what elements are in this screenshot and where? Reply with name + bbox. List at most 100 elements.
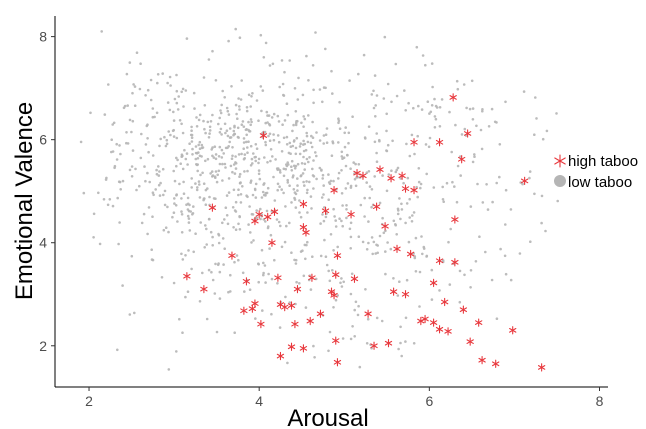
low-taboo-point <box>287 151 291 155</box>
low-taboo-point <box>147 206 151 209</box>
x-tick-label: 6 <box>425 393 433 409</box>
low-taboo-point <box>249 231 252 234</box>
low-taboo-point <box>294 152 298 156</box>
low-taboo-point <box>440 98 444 101</box>
low-taboo-point <box>254 143 258 146</box>
low-taboo-point <box>133 85 137 88</box>
low-taboo-point <box>324 255 328 258</box>
low-taboo-point <box>263 264 267 267</box>
low-taboo-point <box>212 197 216 200</box>
low-taboo-point <box>82 191 86 195</box>
low-taboo-point <box>240 152 243 156</box>
high-taboo-point <box>302 228 310 237</box>
legend-label-low-taboo: low taboo <box>568 174 632 191</box>
low-taboo-point <box>277 220 281 224</box>
low-taboo-point <box>333 215 336 218</box>
low-taboo-point <box>309 195 313 198</box>
low-taboo-point <box>172 211 176 214</box>
low-taboo-point <box>528 170 532 173</box>
low-taboo-point <box>292 164 296 168</box>
low-taboo-point <box>433 115 437 118</box>
low-taboo-point <box>465 106 468 110</box>
low-taboo-point <box>130 165 134 168</box>
low-taboo-point <box>396 212 400 216</box>
low-taboo-point <box>486 208 490 211</box>
low-taboo-point <box>498 175 501 179</box>
low-taboo-point <box>288 141 292 145</box>
low-taboo-point <box>404 340 407 343</box>
low-taboo-point <box>289 145 293 148</box>
low-taboo-point <box>399 325 402 329</box>
legend-dot-icon <box>554 175 566 187</box>
low-taboo-point <box>280 188 284 191</box>
low-taboo-point <box>123 104 127 108</box>
low-taboo-point <box>279 171 282 174</box>
high-taboo-point <box>401 290 410 299</box>
low-taboo-point <box>307 79 310 82</box>
low-taboo-point <box>319 222 322 225</box>
x-tick-label: 4 <box>255 393 263 409</box>
low-taboo-point <box>257 157 261 161</box>
high-taboo-point <box>429 318 438 327</box>
low-taboo-point <box>495 121 498 124</box>
low-taboo-point <box>343 131 347 135</box>
low-taboo-point <box>178 317 181 321</box>
low-taboo-point <box>247 140 250 143</box>
low-taboo-point <box>202 182 206 185</box>
low-taboo-point <box>431 85 434 89</box>
low-taboo-point <box>184 254 187 257</box>
low-taboo-point <box>188 229 192 232</box>
low-taboo-point <box>183 148 186 152</box>
low-taboo-point <box>332 306 335 309</box>
low-taboo-point <box>218 145 222 149</box>
low-taboo-point <box>202 76 206 79</box>
low-taboo-point <box>371 252 375 256</box>
low-taboo-point <box>473 155 476 158</box>
low-taboo-point <box>119 152 122 156</box>
low-taboo-point <box>397 209 400 212</box>
low-taboo-point <box>349 186 353 189</box>
low-taboo-point <box>180 90 183 94</box>
low-taboo-point <box>353 177 357 181</box>
low-taboo-point <box>293 139 296 142</box>
low-taboo-point <box>154 188 157 191</box>
low-taboo-point <box>230 85 233 88</box>
low-taboo-point <box>285 224 288 228</box>
low-taboo-point <box>211 235 214 239</box>
low-taboo-point <box>349 221 353 225</box>
low-taboo-point <box>521 182 524 186</box>
low-taboo-point <box>251 193 255 197</box>
low-taboo-point <box>327 173 330 176</box>
low-taboo-point <box>234 210 238 213</box>
legend-asterisk-glyph <box>554 154 566 168</box>
low-taboo-point <box>418 270 422 274</box>
high-taboo-point <box>372 202 381 211</box>
low-taboo-point <box>159 181 162 185</box>
low-taboo-point <box>416 195 420 199</box>
low-taboo-point <box>247 223 250 226</box>
low-taboo-point <box>358 365 362 369</box>
low-taboo-point <box>348 79 351 82</box>
low-taboo-point <box>390 169 393 172</box>
low-taboo-point <box>419 186 422 190</box>
low-taboo-point <box>306 240 309 244</box>
low-taboo-point <box>206 120 210 124</box>
low-taboo-point <box>308 180 311 184</box>
y-tick-label: 2 <box>39 338 47 354</box>
low-taboo-point <box>441 198 445 201</box>
low-taboo-point <box>176 158 179 162</box>
low-taboo-point <box>264 281 267 284</box>
low-taboo-point <box>225 129 229 132</box>
low-taboo-point <box>354 300 358 304</box>
low-taboo-point <box>276 282 279 285</box>
low-taboo-point <box>198 183 201 186</box>
low-taboo-point <box>248 288 252 292</box>
low-taboo-point <box>270 277 274 281</box>
low-taboo-point <box>374 115 377 118</box>
low-taboo-point <box>398 280 401 284</box>
low-taboo-point <box>474 260 478 263</box>
high-taboo-point <box>240 306 248 315</box>
low-taboo-point <box>290 251 293 254</box>
low-taboo-point <box>408 216 412 219</box>
x-axis-title: Arousal <box>287 405 368 429</box>
